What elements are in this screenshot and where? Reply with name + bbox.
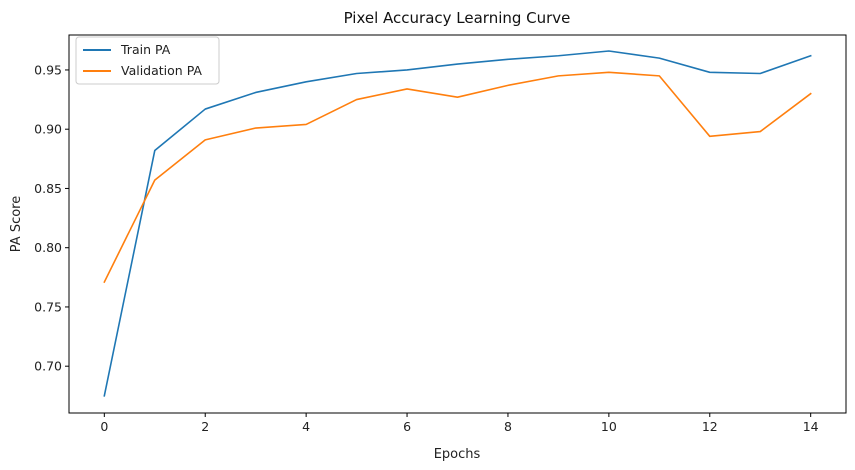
- data-point-train-pa: [103, 395, 105, 397]
- legend: Train PA Validation PA: [75, 36, 220, 85]
- y-tick-label: 0.75: [34, 299, 62, 314]
- x-tick-label: 8: [504, 419, 512, 434]
- series-validation-pa: [103, 71, 812, 284]
- data-point-train-pa: [456, 63, 458, 65]
- data-point-validation-pa: [254, 127, 256, 129]
- x-tick-label: 12: [702, 419, 718, 434]
- series-layer: [103, 50, 812, 397]
- data-point-train-pa: [406, 69, 408, 71]
- data-point-train-pa: [254, 91, 256, 93]
- data-point-train-pa: [557, 55, 559, 57]
- x-tick-label: 10: [601, 419, 617, 434]
- data-point-validation-pa: [456, 96, 458, 98]
- chart-title: Pixel Accuracy Learning Curve: [344, 9, 571, 27]
- x-tick-label: 4: [302, 419, 310, 434]
- data-point-validation-pa: [103, 281, 105, 283]
- legend-label-train: Train PA: [120, 42, 171, 57]
- data-point-validation-pa: [709, 135, 711, 137]
- series-train-pa: [103, 50, 812, 397]
- data-point-validation-pa: [608, 71, 610, 73]
- y-tick-label: 0.85: [34, 181, 62, 196]
- data-point-train-pa: [204, 108, 206, 110]
- x-axis-label: Epochs: [434, 447, 481, 462]
- data-point-train-pa: [154, 149, 156, 151]
- data-point-validation-pa: [204, 139, 206, 141]
- series-line-train-pa: [103, 50, 812, 397]
- data-point-validation-pa: [658, 75, 660, 77]
- legend-label-validation: Validation PA: [121, 63, 202, 78]
- data-point-validation-pa: [759, 130, 761, 132]
- data-point-train-pa: [305, 81, 307, 83]
- data-point-train-pa: [507, 58, 509, 60]
- x-tick-label: 6: [403, 419, 411, 434]
- x-tick-label: 2: [201, 419, 209, 434]
- data-point-train-pa: [759, 72, 761, 74]
- data-point-train-pa: [608, 50, 610, 52]
- y-tick-label: 0.80: [34, 240, 62, 255]
- data-point-train-pa: [658, 57, 660, 59]
- y-axis-label: PA Score: [9, 196, 24, 252]
- data-point-validation-pa: [809, 92, 811, 94]
- data-point-validation-pa: [406, 88, 408, 90]
- data-point-validation-pa: [557, 75, 559, 77]
- x-axis-ticks: 0 2 4 6 8 10 12 14: [100, 413, 819, 434]
- series-line-validation-pa: [103, 71, 812, 284]
- y-tick-label: 0.90: [34, 122, 62, 137]
- y-tick-label: 0.70: [34, 359, 62, 374]
- x-tick-label: 14: [803, 419, 819, 434]
- data-point-validation-pa: [507, 84, 509, 86]
- data-point-validation-pa: [355, 98, 357, 100]
- data-point-validation-pa: [305, 123, 307, 125]
- plot-area: [68, 34, 847, 414]
- y-tick-label: 0.95: [34, 62, 62, 77]
- data-point-train-pa: [809, 55, 811, 57]
- plot-frame: [68, 34, 847, 414]
- x-tick-label: 0: [100, 419, 108, 434]
- data-point-validation-pa: [154, 179, 156, 181]
- y-axis-ticks: 0.70 0.75 0.80 0.85 0.90 0.95: [34, 62, 69, 374]
- data-point-train-pa: [709, 71, 711, 73]
- legend-box: [75, 36, 220, 85]
- data-point-train-pa: [355, 72, 357, 74]
